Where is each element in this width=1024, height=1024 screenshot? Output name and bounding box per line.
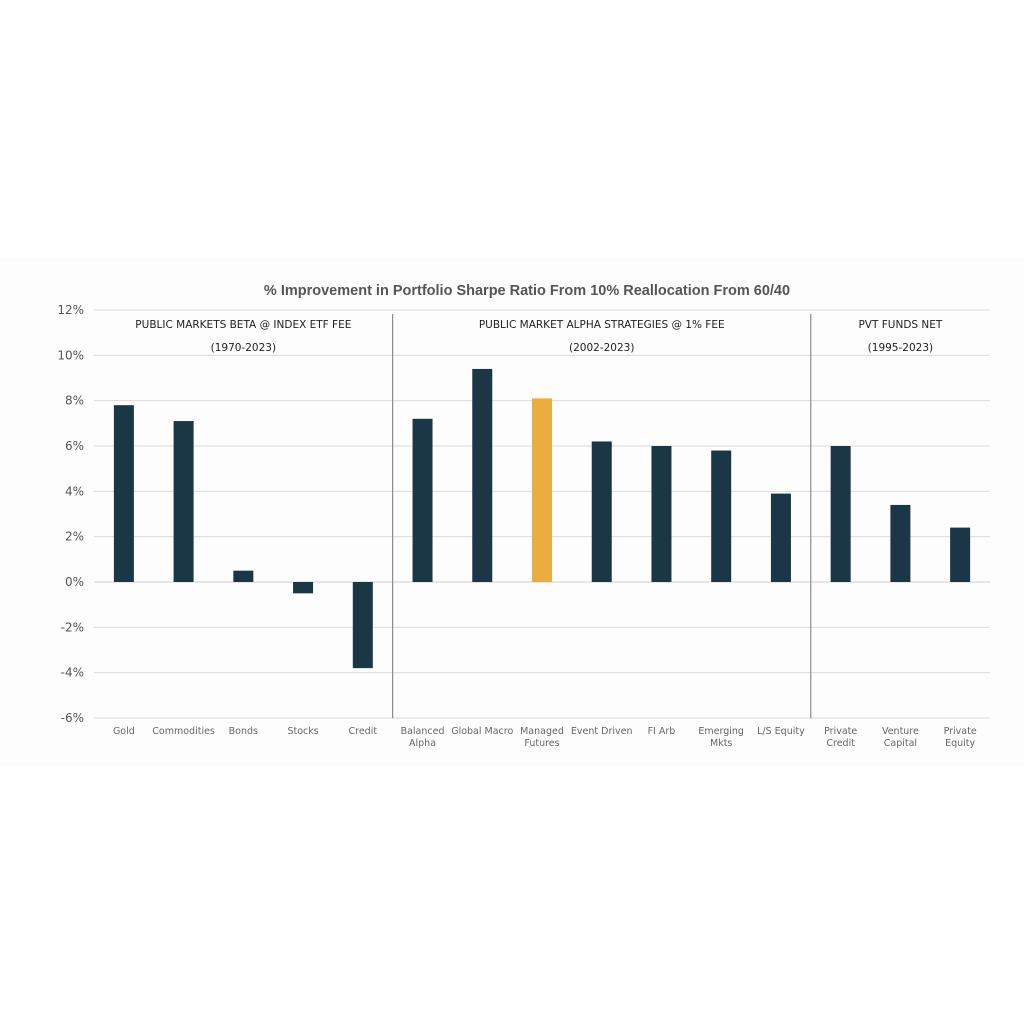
group-label: PUBLIC MARKET ALPHA STRATEGIES @ 1% FEE xyxy=(479,319,725,331)
y-tick-label: -2% xyxy=(61,620,84,634)
category-label: Emerging xyxy=(698,726,744,737)
chart-title: % Improvement in Portfolio Sharpe Ratio … xyxy=(264,283,790,299)
group-label: PUBLIC MARKETS BETA @ INDEX ETF FEE xyxy=(135,319,351,331)
y-tick-label: 4% xyxy=(65,484,84,498)
category-label: Global Macro xyxy=(451,726,513,737)
category-label: Credit xyxy=(349,726,378,737)
category-label: Commodities xyxy=(152,726,215,737)
category-label: Private xyxy=(824,726,857,737)
bar xyxy=(651,446,672,582)
category-label: Venture xyxy=(882,726,919,737)
group-period-label: (1970-2023) xyxy=(211,342,276,354)
bar xyxy=(233,570,254,582)
category-label: Bonds xyxy=(229,726,258,737)
bar xyxy=(830,446,851,582)
chart-panel: % Improvement in Portfolio Sharpe Ratio … xyxy=(0,258,1024,766)
y-tick-label: 6% xyxy=(65,439,84,453)
y-tick-label: -6% xyxy=(61,711,84,725)
bar xyxy=(950,527,971,582)
group-label: PVT FUNDS NET xyxy=(858,319,942,331)
category-label: Alpha xyxy=(409,738,436,749)
category-label: FI Arb xyxy=(648,726,676,737)
category-label: Credit xyxy=(826,738,855,749)
category-label: L/S Equity xyxy=(757,726,805,737)
y-tick-label: 2% xyxy=(65,530,84,544)
y-tick-label: -4% xyxy=(61,666,84,680)
category-label: Event Driven xyxy=(571,726,633,737)
bar xyxy=(472,368,493,582)
y-tick-label: 12% xyxy=(57,303,84,317)
category-label: Balanced xyxy=(401,726,445,737)
y-tick-label: 8% xyxy=(65,394,84,408)
bar xyxy=(352,582,373,669)
category-label: Gold xyxy=(113,726,135,737)
category-label: Private xyxy=(944,726,977,737)
category-label: Futures xyxy=(524,738,559,749)
bar xyxy=(113,405,134,582)
y-tick-label: 10% xyxy=(57,348,84,362)
bar xyxy=(890,504,911,582)
group-period-label: (1995-2023) xyxy=(868,342,933,354)
bar xyxy=(412,418,433,582)
category-label: Capital xyxy=(884,738,917,749)
category-label: Mkts xyxy=(710,738,732,749)
bar xyxy=(591,441,612,582)
bar xyxy=(770,493,791,582)
bar xyxy=(293,582,314,594)
bar xyxy=(532,398,552,582)
bar xyxy=(711,450,732,582)
category-label: Equity xyxy=(945,738,975,749)
category-label: Managed xyxy=(520,726,564,737)
y-tick-label: 0% xyxy=(65,575,84,589)
category-label: Stocks xyxy=(287,726,318,737)
bar xyxy=(173,421,194,582)
group-period-label: (2002-2023) xyxy=(569,342,634,354)
bar-chart: % Improvement in Portfolio Sharpe Ratio … xyxy=(57,283,990,749)
